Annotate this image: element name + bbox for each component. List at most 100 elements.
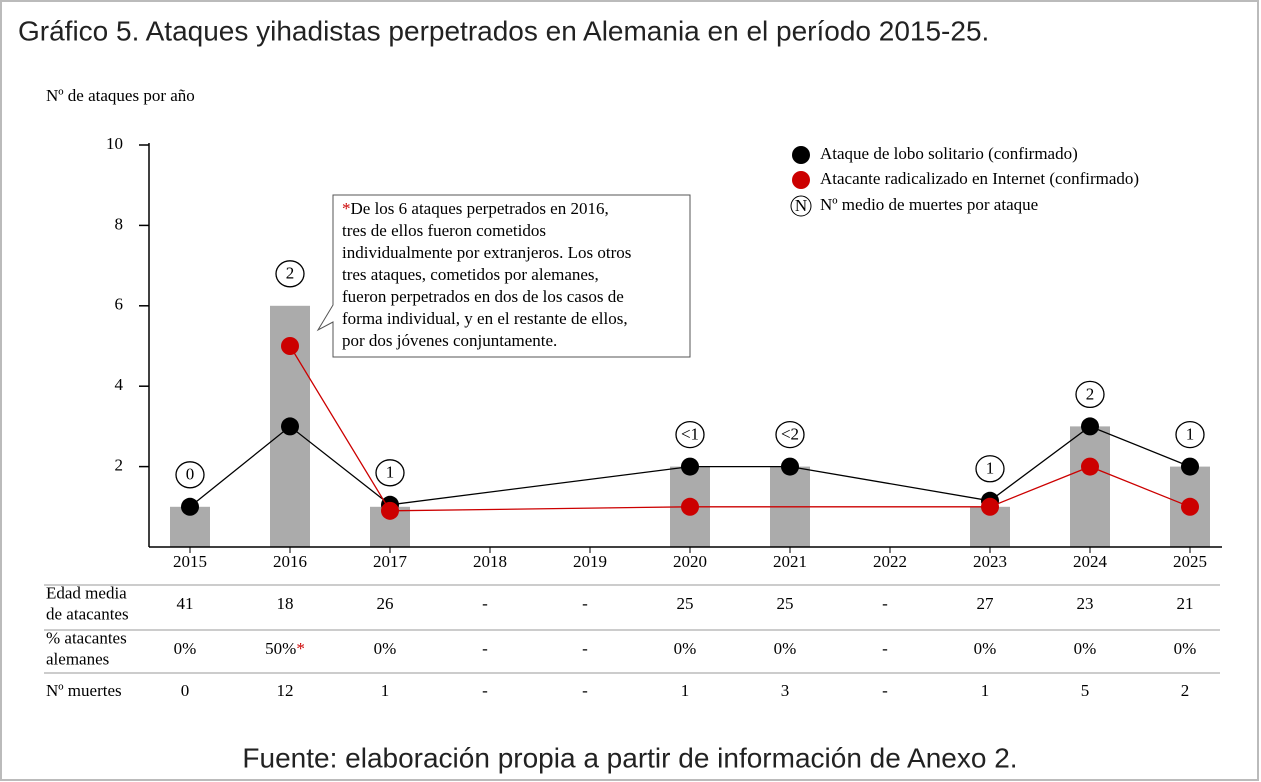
annotation-line: De los 6 ataques perpetrados en 2016, xyxy=(351,199,609,218)
annotation-text: forma individual, y en el restante de el… xyxy=(342,309,628,328)
cell-value: 0 xyxy=(181,681,190,700)
table-cell: 0% xyxy=(674,639,697,658)
cell-value: 1 xyxy=(981,681,990,700)
cell-value: - xyxy=(582,594,588,613)
point xyxy=(681,457,699,476)
x-tick-label: 2018 xyxy=(473,552,507,571)
table-cell: - xyxy=(582,594,588,613)
x-tick-label: 2016 xyxy=(273,552,307,571)
annotation-line: por dos jóvenes conjuntamente. xyxy=(342,331,557,350)
row-label: Nº muertes xyxy=(46,681,122,700)
point xyxy=(381,501,399,520)
row-label: % atacantes xyxy=(46,628,127,647)
x-tick-label: 2021 xyxy=(773,552,807,571)
legend-label: Nº medio de muertes por ataque xyxy=(820,195,1038,214)
cell-value: 25 xyxy=(677,594,694,613)
table-cell: 0% xyxy=(1074,639,1097,658)
cell-value: - xyxy=(582,681,588,700)
death-label: <1 xyxy=(681,425,699,444)
table-cell: 21 xyxy=(1177,594,1194,613)
y-tick-label: 4 xyxy=(115,375,124,394)
death-label-circle xyxy=(375,459,405,487)
table-cell: 0% xyxy=(774,639,797,658)
annotation-marker: * xyxy=(342,199,351,218)
table-cell: - xyxy=(582,681,588,700)
annotation-line: individualmente por extranjeros. Los otr… xyxy=(342,243,631,262)
x-tick-label: 2024 xyxy=(1073,552,1108,571)
table-cell: 0% xyxy=(974,639,997,658)
row-label: Edad media xyxy=(46,583,127,602)
table-cell: 1 xyxy=(981,681,990,700)
cell-value: 0% xyxy=(1174,639,1197,658)
x-tick-label: 2025 xyxy=(1173,552,1207,571)
x-tick-label: 2023 xyxy=(973,552,1007,571)
point xyxy=(1181,457,1199,476)
table-cell: 0% xyxy=(1174,639,1197,658)
table-cell: 23 xyxy=(1077,594,1094,613)
cell-value: 0% xyxy=(674,639,697,658)
table-cell: - xyxy=(482,681,488,700)
death-label-circle xyxy=(975,455,1005,483)
cell-value: 25 xyxy=(777,594,794,613)
table-cell: - xyxy=(882,639,888,658)
table-cell: 2 xyxy=(1181,681,1190,700)
death-label-circle xyxy=(1175,420,1205,449)
cell-value: 5 xyxy=(1081,681,1090,700)
table-cell: - xyxy=(882,681,888,700)
cell-value: 3 xyxy=(781,681,790,700)
chart-title: Gráfico 5. Ataques yihadistas perpetrado… xyxy=(18,15,989,46)
y-tick-label: 8 xyxy=(115,214,124,233)
cell-value: 0% xyxy=(774,639,797,658)
annotation-text: por dos jóvenes conjuntamente. xyxy=(342,331,557,350)
death-label-circle xyxy=(275,260,305,288)
cell-value: 0% xyxy=(1074,639,1097,658)
point xyxy=(681,497,699,516)
annotation-line: tres de ellos fueron cometidos xyxy=(342,221,546,240)
source: Fuente: elaboración propia a partir de i… xyxy=(242,742,1017,773)
row-label: alemanes xyxy=(46,649,109,668)
annotation-box xyxy=(316,194,691,358)
death-label-circle xyxy=(175,461,205,489)
y-axis-label: Nº de ataques por año xyxy=(46,86,195,105)
death-label: 1 xyxy=(986,459,995,478)
line xyxy=(189,425,1191,508)
annotation-line: fueron perpetrados en dos de los casos d… xyxy=(342,287,624,306)
row-label: de atacantes xyxy=(46,604,129,623)
cell-value: 0% xyxy=(374,639,397,658)
cell-value: 27 xyxy=(977,594,995,613)
bar xyxy=(1070,426,1110,547)
cell-value: 26 xyxy=(377,594,394,613)
annotation-text: fueron perpetrados en dos de los casos d… xyxy=(342,287,624,306)
y-tick-label: 10 xyxy=(106,134,123,153)
table-cell: 25 xyxy=(777,594,794,613)
point xyxy=(181,497,199,516)
cell-value: 23 xyxy=(1077,594,1094,613)
cell-value: 0% xyxy=(174,639,197,658)
cell-value: 1 xyxy=(681,681,690,700)
table-cell: 12 xyxy=(277,681,294,700)
point xyxy=(781,457,799,476)
annotation-text: tres ataques, cometidos por alemanes, xyxy=(342,265,599,284)
y-tick-label: 2 xyxy=(115,456,124,475)
point xyxy=(281,417,299,436)
x-tick-label: 2015 xyxy=(173,552,207,571)
cell-value: 2 xyxy=(1181,681,1190,700)
table-cell: 50%* xyxy=(265,639,305,658)
legend-swatch xyxy=(792,146,810,164)
cell-value: - xyxy=(882,639,888,658)
cell-value: 21 xyxy=(1177,594,1194,613)
table-cell: 25 xyxy=(677,594,694,613)
cell-value: 50% xyxy=(265,639,296,658)
y-tick-label: 6 xyxy=(115,295,124,314)
cell-value: 0% xyxy=(974,639,997,658)
annotation-line: tres ataques, cometidos por alemanes, xyxy=(342,265,599,284)
table-cell: 0% xyxy=(374,639,397,658)
point xyxy=(1081,457,1099,476)
legend-symbol: N xyxy=(795,196,807,215)
death-label: 2 xyxy=(1086,384,1095,403)
x-tick-label: 2019 xyxy=(573,552,607,571)
death-label: <2 xyxy=(781,425,799,444)
table-cell: 26 xyxy=(377,594,394,613)
point xyxy=(281,337,299,355)
